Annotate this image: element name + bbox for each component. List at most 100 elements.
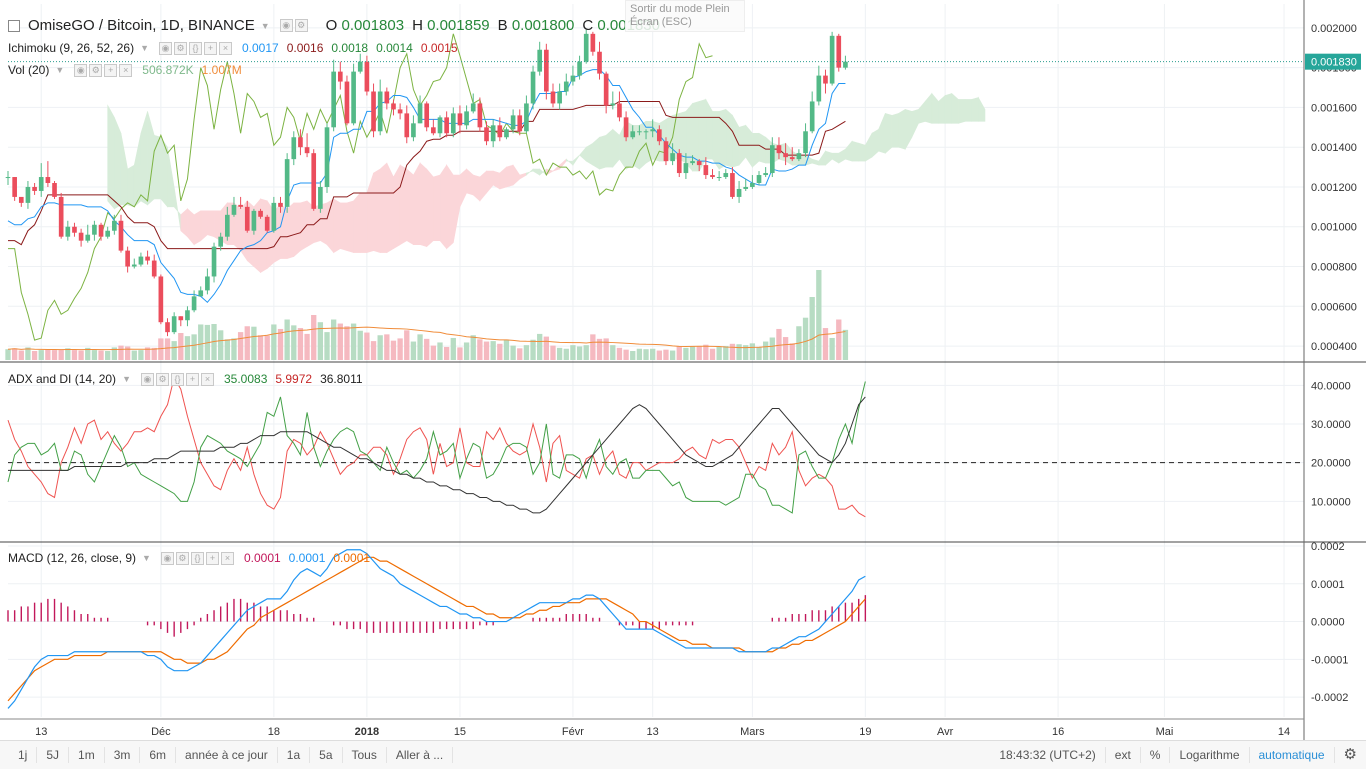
cloud-segment — [366, 172, 374, 254]
volume-bar — [689, 346, 696, 360]
percent-toggle[interactable]: % — [1141, 747, 1171, 763]
volume-bar — [211, 324, 217, 360]
range-button[interactable]: 3m — [105, 747, 141, 763]
more-icon[interactable]: + — [205, 551, 219, 565]
close-icon[interactable]: × — [200, 372, 214, 386]
candle-body — [530, 71, 536, 104]
collapse-icon[interactable] — [8, 19, 20, 32]
candle-body — [364, 61, 370, 92]
cloud-segment — [752, 132, 760, 168]
candle-body — [637, 131, 642, 133]
candle-body — [271, 202, 277, 231]
close-icon[interactable]: × — [220, 551, 234, 565]
candle-body — [65, 226, 71, 237]
cloud-segment — [599, 134, 607, 170]
candle-body — [703, 165, 709, 176]
settings-gear-icon[interactable]: ⚙ — [1343, 746, 1357, 763]
settings-icon[interactable]: ⚙ — [155, 372, 169, 386]
volume-bar — [623, 349, 629, 360]
candle-body — [105, 230, 111, 237]
range-button[interactable]: 5J — [37, 747, 70, 763]
eye-icon[interactable]: ◉ — [140, 372, 154, 386]
cloud-segment — [286, 202, 295, 259]
close-icon[interactable]: × — [219, 41, 232, 55]
source-icon[interactable]: {} — [189, 41, 202, 55]
macd-tick-label: -0.0002 — [1311, 692, 1348, 704]
volume-bar — [517, 348, 523, 360]
source-icon[interactable]: {} — [170, 372, 184, 386]
log-toggle[interactable]: Logarithme — [1170, 747, 1250, 763]
range-button[interactable]: Tous — [343, 747, 387, 763]
chevron-down-icon[interactable]: ▼ — [142, 553, 151, 563]
candle-body — [490, 125, 496, 142]
chevron-down-icon[interactable]: ▼ — [140, 43, 149, 53]
bottom-right-controls: 18:43:32 (UTC+2) ext % Logarithme automa… — [990, 747, 1366, 763]
candle-body — [211, 246, 217, 277]
settings-icon[interactable]: ⚙ — [89, 63, 103, 77]
candle-body — [783, 153, 788, 158]
range-button[interactable]: Aller à ... — [387, 747, 454, 763]
candle-body — [331, 71, 336, 128]
chart-area[interactable]: 0.002000 0.001800 0.001600 0.001400 0.001200… — [0, 0, 1366, 740]
date-tick-label: 2018 — [355, 726, 379, 738]
candle-body — [457, 113, 463, 126]
candle-body — [131, 264, 137, 267]
ohlc-key: B — [497, 17, 508, 34]
eye-icon[interactable]: ◉ — [160, 551, 174, 565]
candle-body — [12, 177, 17, 197]
volume-bar — [31, 351, 38, 360]
cloud-segment — [433, 174, 441, 241]
candle-body — [537, 49, 543, 72]
cloud-segment — [838, 148, 846, 164]
settings-icon[interactable]: ⚙ — [294, 19, 308, 32]
volume-bar — [443, 346, 450, 360]
more-icon[interactable]: + — [204, 41, 217, 55]
candle-body — [118, 220, 124, 251]
cloud-segment — [585, 142, 594, 166]
chevron-down-icon[interactable]: ▼ — [122, 374, 131, 384]
macd-legend: MACD (12, 26, close, 9) ▼ ◉ ⚙{} + × 0.0001 0… — [8, 551, 371, 565]
eye-icon[interactable]: ◉ — [159, 41, 172, 55]
candle-body — [623, 117, 629, 138]
chevron-down-icon[interactable]: ▼ — [55, 65, 65, 75]
volume-bar — [25, 347, 31, 360]
candle-body — [504, 129, 509, 138]
candle-body — [52, 182, 57, 197]
range-button[interactable]: 1a — [278, 747, 311, 763]
cloud-segment — [865, 132, 873, 162]
range-button[interactable]: 5a — [310, 747, 343, 763]
close-icon[interactable]: × — [119, 63, 133, 77]
volume-bar — [583, 345, 589, 360]
candle-body — [736, 188, 742, 197]
macd-line — [7, 549, 866, 709]
more-icon[interactable]: + — [185, 372, 199, 386]
range-button[interactable]: 1j — [0, 747, 38, 763]
bottom-toolbar: 1j 5J 1m 3m 6m année à ce jour 1a 5a Tous Aller à… — [0, 740, 1366, 769]
eye-icon[interactable]: ◉ — [74, 63, 88, 77]
cloud-segment — [639, 120, 647, 170]
range-button[interactable]: 1m — [69, 747, 105, 763]
ohlc-value: 0.001800 — [507, 17, 575, 34]
more-icon[interactable]: + — [104, 63, 118, 77]
candle-body — [5, 177, 11, 179]
range-button[interactable]: 6m — [140, 747, 177, 763]
auto-toggle[interactable]: automatique — [1250, 747, 1335, 763]
candle-body — [590, 33, 596, 52]
candle-body — [431, 127, 436, 134]
range-button[interactable]: année à ce jour — [176, 747, 278, 763]
volume-bar — [523, 345, 530, 360]
volume-bar — [610, 345, 616, 360]
eye-icon[interactable]: ◉ — [279, 19, 293, 32]
settings-icon[interactable]: ⚙ — [174, 41, 187, 55]
date-tick-label: 14 — [1278, 726, 1290, 738]
source-icon[interactable]: {} — [190, 551, 204, 565]
settings-icon[interactable]: ⚙ — [175, 551, 189, 565]
ext-toggle[interactable]: ext — [1106, 747, 1141, 763]
date-tick-label: 16 — [1052, 726, 1064, 738]
date-tick-label: Avr — [937, 726, 954, 738]
chevron-down-icon[interactable]: ▼ — [260, 20, 270, 31]
volume-bar — [503, 339, 510, 360]
cloud-segment — [911, 109, 919, 138]
indicator-value: 0.0015 — [420, 41, 458, 55]
clock-time[interactable]: 18:43:32 (UTC+2) — [990, 747, 1106, 763]
